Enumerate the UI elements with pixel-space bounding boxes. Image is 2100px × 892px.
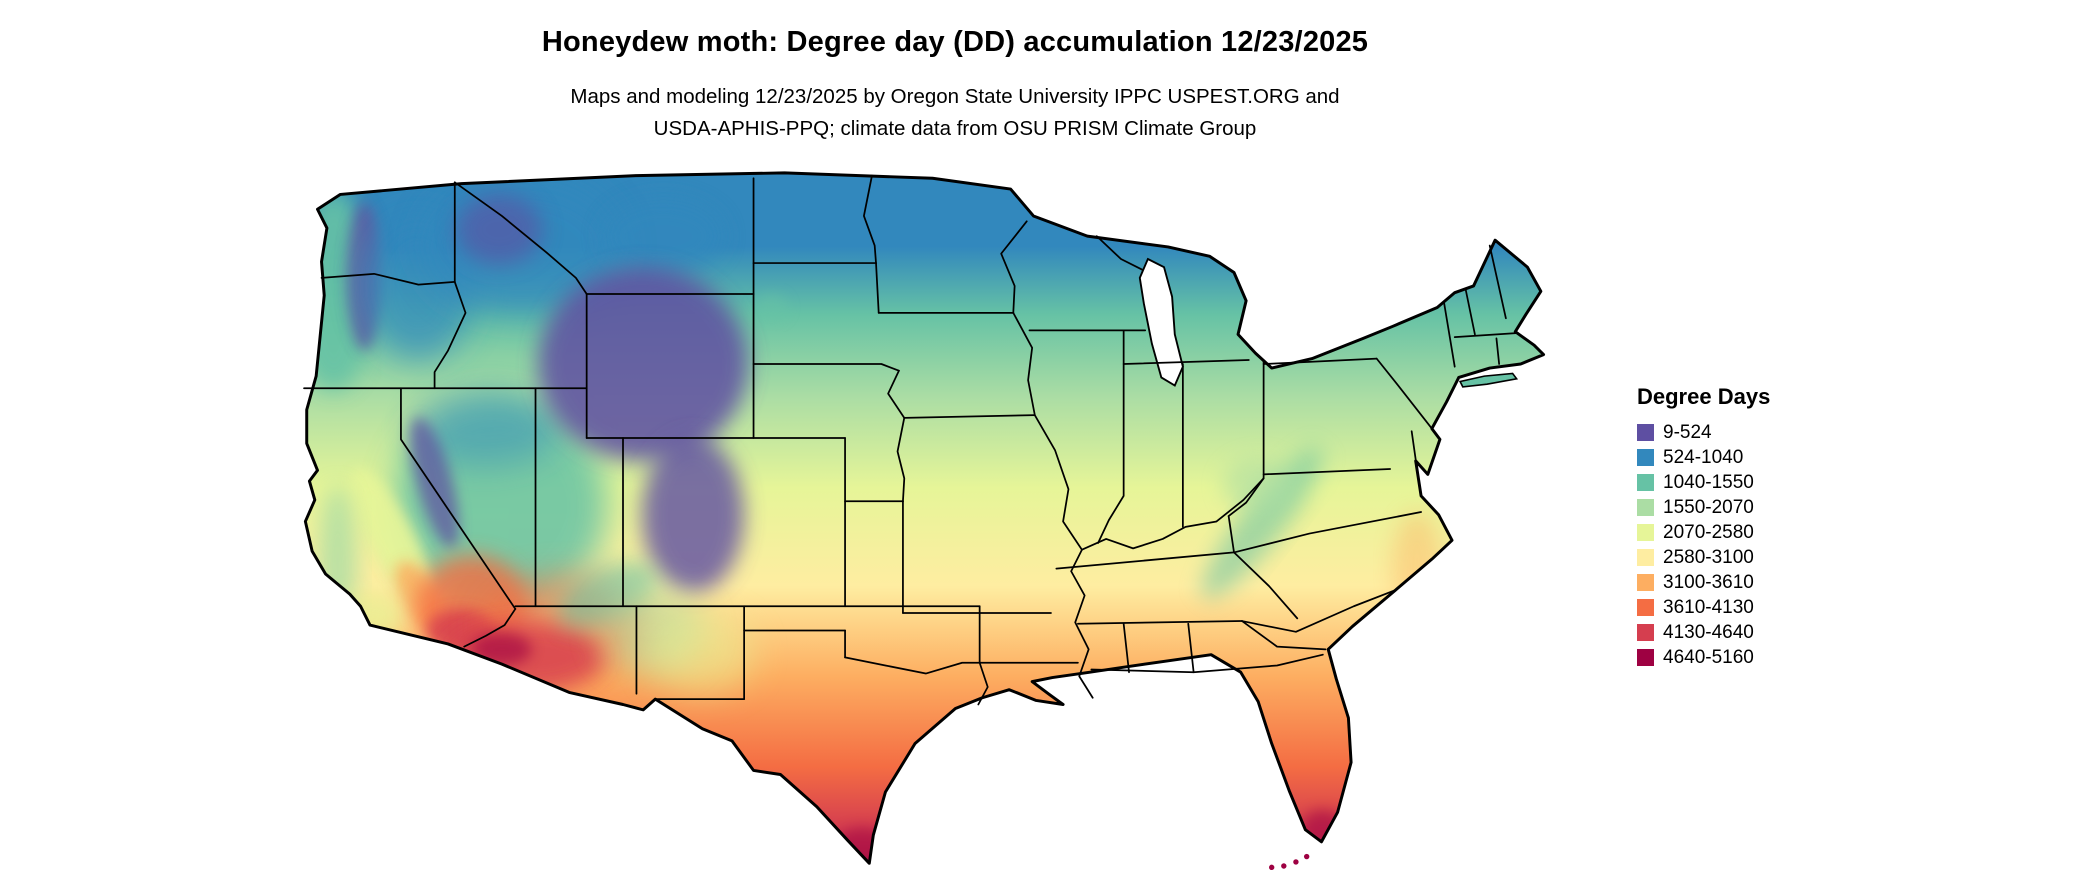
header: Honeydew moth: Degree day (DD) accumulat… (0, 26, 1910, 145)
legend-label: 3100-3610 (1663, 571, 1754, 593)
legend-swatch (1637, 599, 1654, 616)
legend-swatch (1637, 549, 1654, 566)
legend-item: 524-1040 (1637, 445, 1877, 470)
legend-item: 9-524 (1637, 420, 1877, 445)
legend-items: 9-524 524-1040 1040-1550 1550-2070 2070-… (1637, 420, 1877, 670)
page-title: Honeydew moth: Degree day (DD) accumulat… (541, 26, 1369, 58)
degree-day-raster (305, 172, 1544, 864)
florida-keys (1269, 853, 1310, 871)
legend-swatch (1637, 624, 1654, 641)
legend-label: 1550-2070 (1663, 496, 1754, 518)
subtitle-line-2: USDA-APHIS-PPQ; climate data from OSU PR… (653, 117, 1257, 140)
legend-item: 2580-3100 (1637, 545, 1877, 570)
legend-label: 9-524 (1663, 421, 1712, 443)
legend-swatch (1637, 524, 1654, 541)
legend-label: 1040-1550 (1663, 471, 1754, 493)
legend-label: 524-1040 (1663, 446, 1744, 468)
us-outline (303, 171, 1546, 865)
legend: Degree Days 9-524 524-1040 1040-1550 155… (1637, 384, 1877, 670)
legend-item: 2070-2580 (1637, 520, 1877, 545)
legend-item: 1040-1550 (1637, 470, 1877, 495)
legend-item: 4130-4640 (1637, 620, 1877, 645)
legend-item: 1550-2070 (1637, 495, 1877, 520)
state-borders (303, 174, 1519, 706)
legend-swatch (1637, 424, 1654, 441)
legend-title: Degree Days (1637, 384, 1771, 409)
legend-label: 2070-2580 (1663, 521, 1754, 543)
legend-label: 2580-3100 (1663, 546, 1754, 568)
legend-label: 4640-5160 (1663, 646, 1754, 668)
subtitle-line-1: Maps and modeling 12/23/2025 by Oregon S… (570, 85, 1340, 108)
legend-swatch (1637, 449, 1654, 466)
us-degree-day-map (303, 171, 1546, 871)
legend-swatch (1637, 499, 1654, 516)
legend-label: 3610-4130 (1663, 596, 1754, 618)
legend-item: 3100-3610 (1637, 570, 1877, 595)
legend-swatch (1637, 649, 1654, 666)
legend-swatch (1637, 574, 1654, 591)
legend-swatch (1637, 474, 1654, 491)
legend-item: 4640-5160 (1637, 645, 1877, 670)
lake-michigan (1138, 257, 1184, 387)
legend-label: 4130-4640 (1663, 621, 1754, 643)
legend-item: 3610-4130 (1637, 595, 1877, 620)
long-island (1458, 372, 1519, 388)
